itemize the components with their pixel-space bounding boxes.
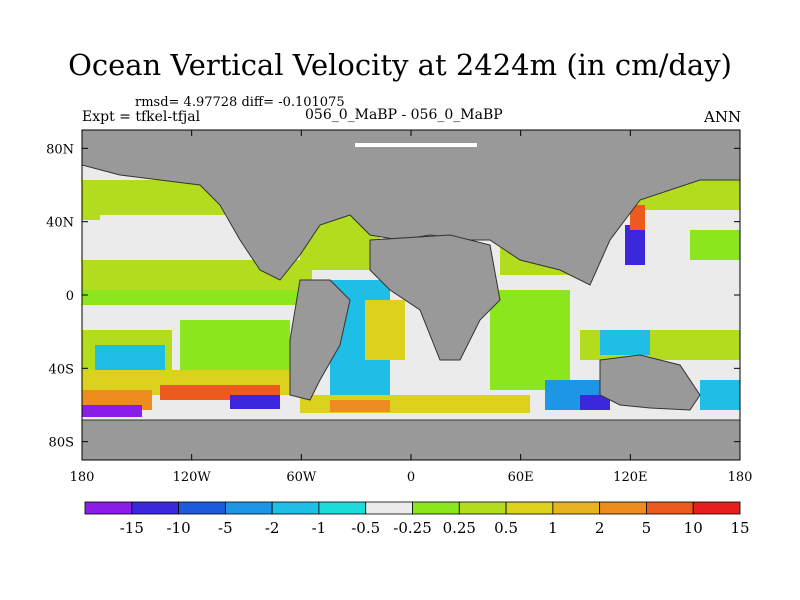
- colorbar-swatch: [84, 501, 133, 515]
- y-tick-label: 80N: [46, 142, 74, 157]
- colorbar-label: 15: [730, 519, 749, 537]
- colorbar-swatch: [552, 501, 601, 515]
- x-tick-label: 180: [728, 470, 753, 485]
- colorbar-label: -15: [120, 519, 144, 537]
- colorbar-swatch: [599, 501, 647, 515]
- colorbar-label: -0.25: [393, 519, 431, 537]
- colorbar-label: 0.5: [494, 519, 518, 537]
- colorbar-swatch: [318, 501, 367, 515]
- colorbar-swatch: [646, 501, 694, 515]
- season-label: ANN: [704, 108, 742, 126]
- colorbar-label: -10: [166, 519, 190, 537]
- white-strip: [355, 143, 477, 147]
- colorbar-swatch: [458, 501, 507, 515]
- colorbar-label: -0.5: [351, 519, 380, 537]
- y-tick-label: 40S: [49, 362, 74, 377]
- axes: 180 120W 60W 0 60E 120E 180 80N 40N 0 40S 80S: [46, 130, 752, 485]
- x-tick-label: 120W: [173, 470, 212, 485]
- colorbar-label: 2: [595, 519, 605, 537]
- colorbar-label: 10: [684, 519, 703, 537]
- colorbar-swatch: [692, 501, 741, 515]
- colorbar-label: 1: [548, 519, 558, 537]
- x-tick-label: 180: [70, 470, 95, 485]
- x-tick-label: 60W: [286, 470, 317, 485]
- colorbar-label: 5: [642, 519, 652, 537]
- land-masses: [82, 130, 740, 460]
- colorbar-swatch: [271, 501, 320, 515]
- x-tick-label: 0: [407, 470, 415, 485]
- colorbar-label: -1: [312, 519, 327, 537]
- y-tick-label: 40N: [46, 216, 74, 231]
- colorbar-swatch: [131, 501, 179, 515]
- case-label: 056_0_MaBP - 056_0_MaBP: [305, 107, 503, 123]
- colorbar-swatch: [178, 501, 226, 515]
- colorbar-swatch: [412, 501, 460, 515]
- x-tick-label: 120E: [613, 470, 647, 485]
- colorbar-label: -5: [218, 519, 233, 537]
- colorbar-swatch: [505, 501, 554, 515]
- colorbar-label: 0.25: [443, 519, 476, 537]
- colorbar-swatch: [365, 501, 413, 515]
- stats-text: rmsd= 4.97728 diff= -0.101075: [135, 95, 345, 110]
- chart-title: Ocean Vertical Velocity at 2424m (in cm/…: [68, 48, 732, 82]
- colorbar: -15 -10 -5 -2 -1 -0.5 -0.25 0.25 0.5 1 2 5 10 15: [84, 501, 750, 537]
- colorbar-label: -2: [265, 519, 280, 537]
- colorbar-swatch: [224, 501, 273, 515]
- y-tick-label: 0: [66, 289, 74, 304]
- experiment-label: Expt = tfkel-tfjal: [82, 109, 201, 125]
- y-tick-label: 80S: [49, 436, 74, 451]
- x-tick-label: 60E: [508, 470, 534, 485]
- map-field: [82, 130, 740, 460]
